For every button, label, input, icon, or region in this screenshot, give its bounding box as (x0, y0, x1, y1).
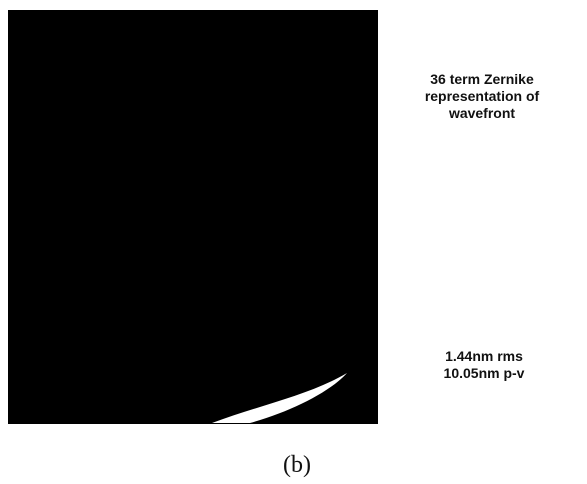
page: 36 term Zernike representation of wavefr… (0, 0, 587, 484)
panel-label: (b) (283, 452, 311, 478)
figure: 36 term Zernike representation of wavefr… (0, 0, 587, 484)
caption-line: representation of (425, 88, 540, 104)
stats-line: 1.44nm rms (445, 348, 523, 364)
caption-line: 36 term Zernike (430, 71, 534, 87)
wavefront-map (8, 10, 378, 424)
stats-line: 10.05nm p-v (444, 365, 525, 381)
caption-line: wavefront (448, 105, 515, 121)
